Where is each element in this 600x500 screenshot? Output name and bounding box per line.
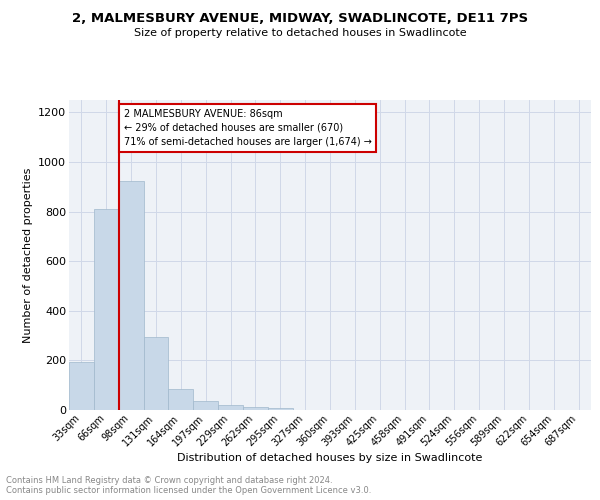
Bar bbox=[218, 405, 243, 410]
Text: 2 MALMESBURY AVENUE: 86sqm
← 29% of detached houses are smaller (670)
71% of sem: 2 MALMESBURY AVENUE: 86sqm ← 29% of deta… bbox=[124, 108, 371, 146]
Bar bbox=[69, 362, 94, 410]
Bar bbox=[94, 209, 119, 410]
X-axis label: Distribution of detached houses by size in Swadlincote: Distribution of detached houses by size … bbox=[178, 453, 482, 463]
Bar bbox=[193, 402, 218, 410]
Text: Contains HM Land Registry data © Crown copyright and database right 2024.
Contai: Contains HM Land Registry data © Crown c… bbox=[6, 476, 371, 495]
Bar bbox=[268, 408, 293, 410]
Bar bbox=[169, 389, 193, 410]
Bar bbox=[143, 337, 169, 410]
Bar bbox=[119, 180, 143, 410]
Text: 2, MALMESBURY AVENUE, MIDWAY, SWADLINCOTE, DE11 7PS: 2, MALMESBURY AVENUE, MIDWAY, SWADLINCOT… bbox=[72, 12, 528, 26]
Y-axis label: Number of detached properties: Number of detached properties bbox=[23, 168, 32, 342]
Bar bbox=[243, 407, 268, 410]
Text: Size of property relative to detached houses in Swadlincote: Size of property relative to detached ho… bbox=[134, 28, 466, 38]
